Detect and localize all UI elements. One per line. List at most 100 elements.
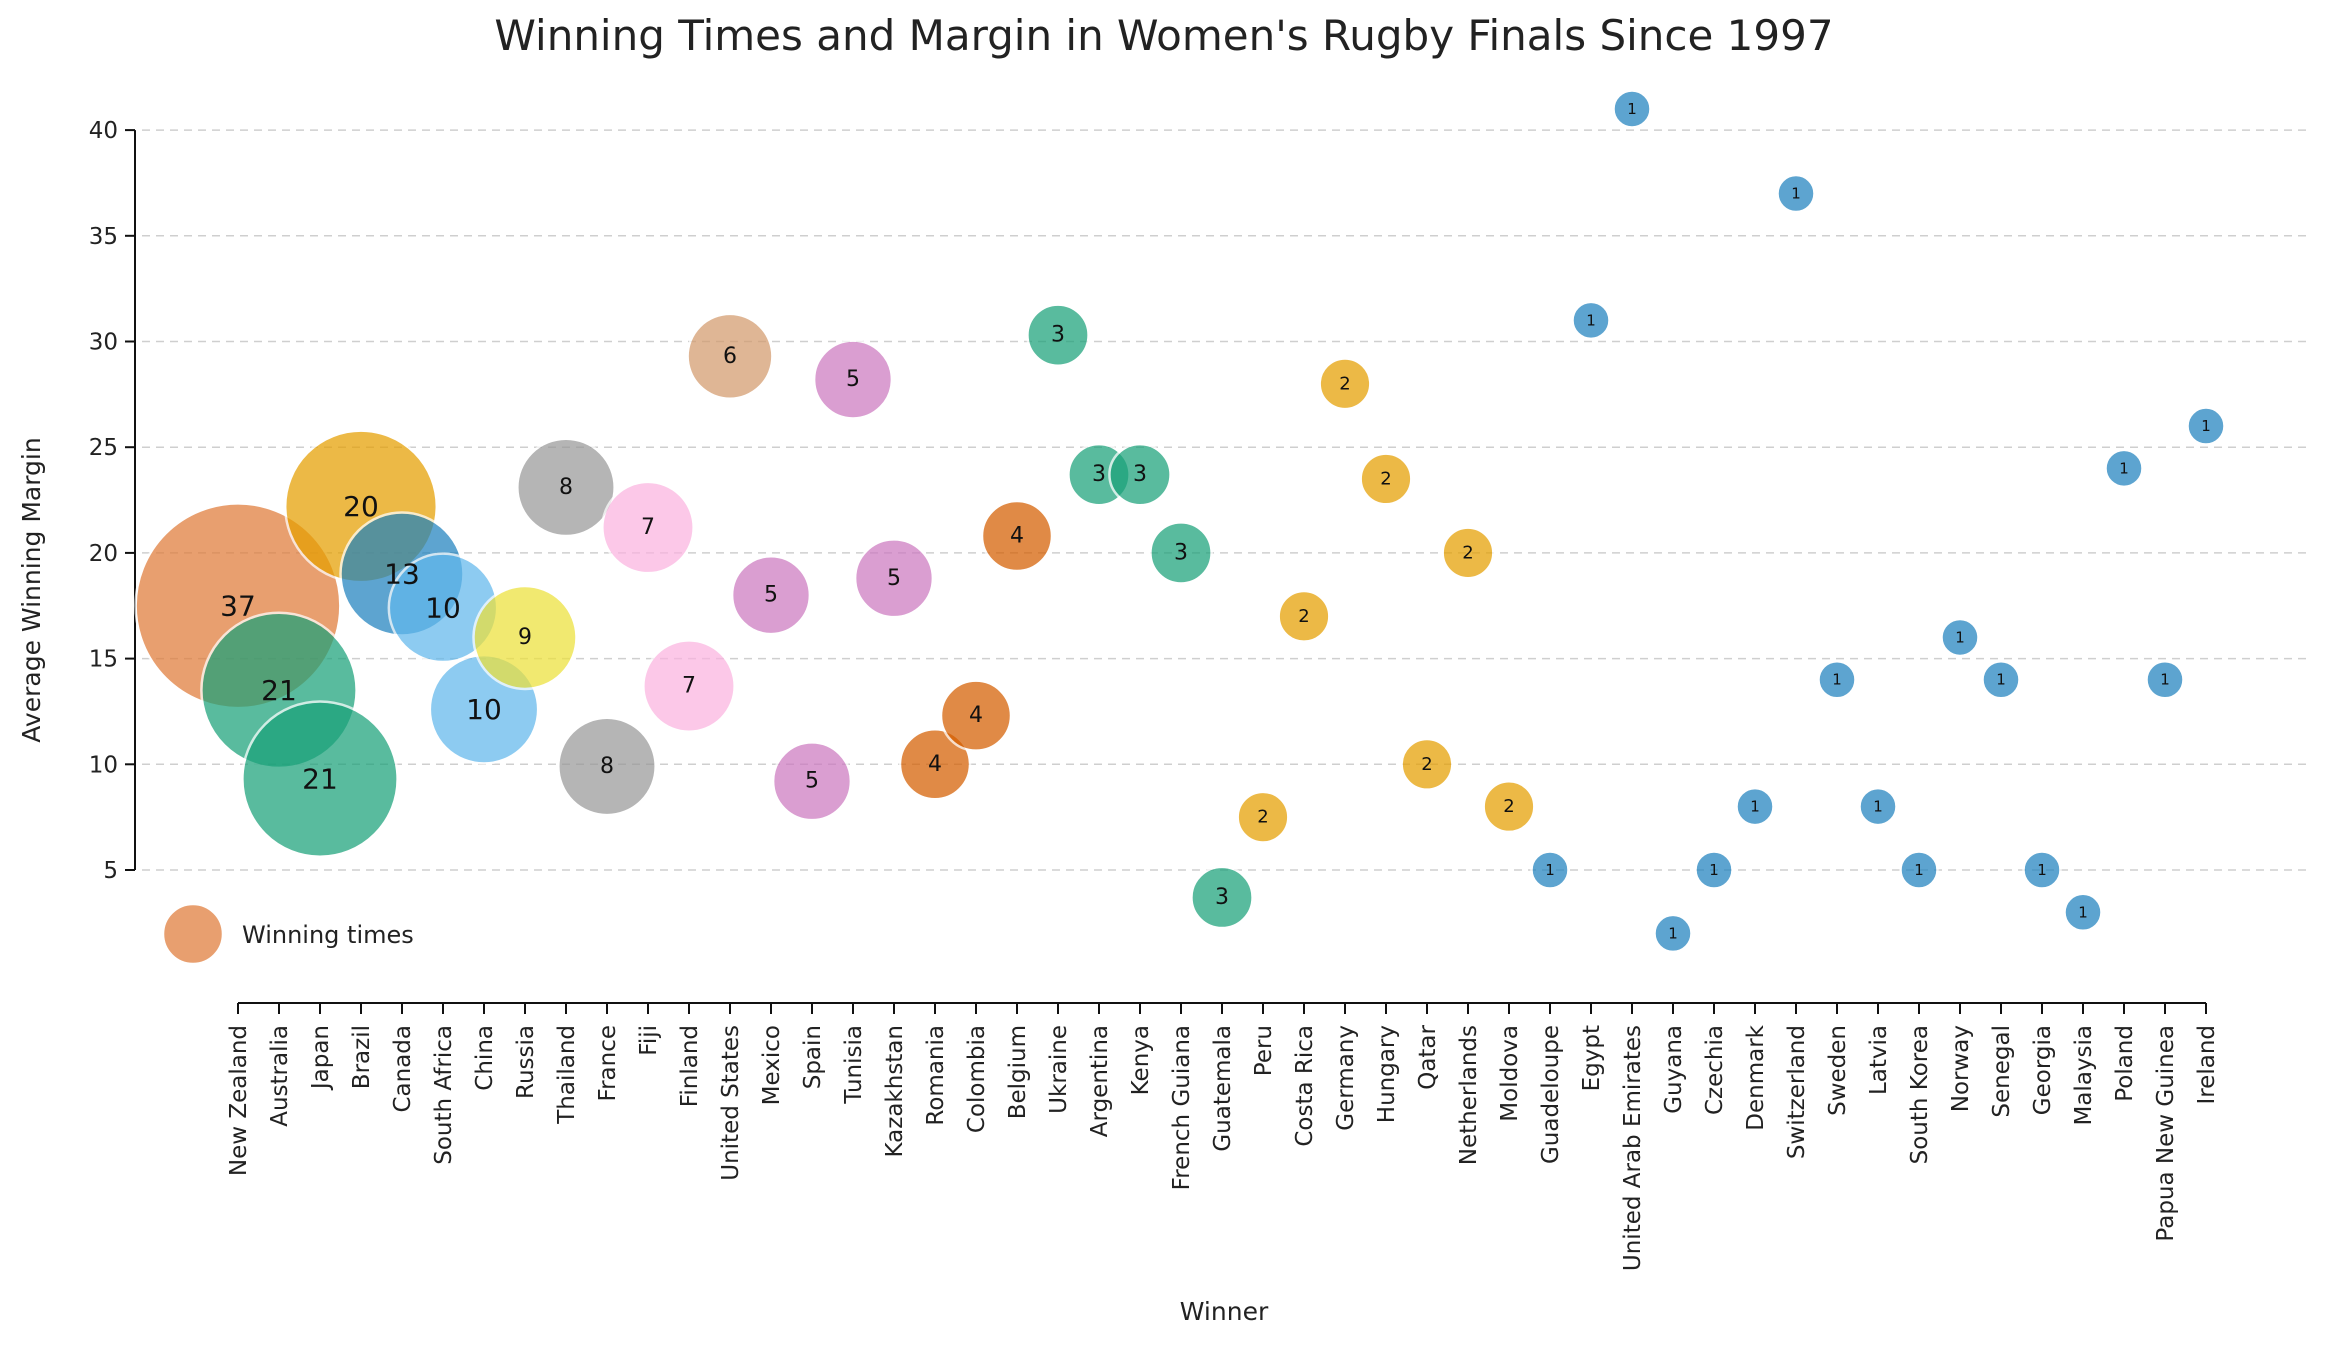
bubble-value-label: 5	[805, 769, 819, 794]
grid-lines	[142, 129, 2310, 871]
bubble-value-label: 9	[518, 625, 532, 650]
bubble-peru	[1236, 790, 1290, 844]
bubble-south-korea	[1899, 850, 1939, 890]
bubble-value-label: 1	[1955, 628, 1965, 646]
x-tick-label: Denmark	[1743, 1024, 1769, 1130]
y-tick-label: 15	[89, 647, 118, 673]
bubble-germany	[1318, 357, 1372, 411]
bubble-value-label: 10	[425, 591, 461, 624]
x-tick-label: Guadeloupe	[1538, 1025, 1564, 1164]
bubble-value-label: 20	[343, 490, 379, 523]
x-tick-label: Senegal	[1989, 1025, 2015, 1118]
bubble-value-label: 21	[261, 674, 297, 707]
bubble-sweden	[1817, 659, 1857, 700]
bubble-value-label: 2	[1421, 754, 1432, 775]
bubble-value-label: 1	[1709, 861, 1719, 879]
bubble-guadeloupe	[1530, 850, 1570, 890]
bubble-switzerland	[1776, 173, 1816, 214]
bubble-value-label: 8	[559, 475, 573, 500]
x-tick-label: France	[595, 1025, 621, 1101]
x-tick-label: Poland	[2112, 1025, 2138, 1102]
x-tick-label: Egypt	[1579, 1025, 1605, 1091]
bubble-value-label: 2	[1257, 807, 1268, 828]
bubble-value-label: 3	[1215, 885, 1229, 910]
x-tick-label: Australia	[267, 1025, 293, 1127]
x-tick-label: United States	[718, 1025, 744, 1181]
bubble-french-guiana	[1149, 521, 1213, 585]
bubble-value-label: 3	[1051, 323, 1065, 348]
bubble-georgia	[2022, 850, 2062, 890]
bubble-value-label: 4	[1010, 523, 1024, 548]
bubble-value-label: 3	[1133, 462, 1147, 487]
bubble-value-label: 5	[764, 583, 778, 608]
bubble-papua-new-guinea	[2145, 659, 2185, 700]
x-tick-label: Papua New Guinea	[2153, 1025, 2179, 1242]
x-tick-label: Ukraine	[1046, 1025, 1072, 1114]
bubble-value-label: 4	[928, 752, 942, 777]
y-tick-label: 40	[89, 118, 118, 144]
bubble-senegal	[1981, 659, 2021, 700]
x-tick-label: Costa Rica	[1292, 1025, 1318, 1147]
x-tick-label: New Zealand	[226, 1025, 252, 1176]
bubble-ukraine	[1026, 303, 1090, 367]
y-tick-label: 10	[89, 752, 118, 778]
x-tick-label: French Guiana	[1169, 1025, 1195, 1190]
y-tick-label: 25	[89, 435, 118, 461]
bubble-value-label: 1	[1750, 798, 1760, 816]
bubble-value-label: 1	[2119, 459, 2129, 477]
bubble-value-label: 1	[2160, 671, 2170, 689]
x-tick-label: Georgia	[2030, 1025, 2056, 1115]
bubble-value-label: 10	[466, 693, 502, 726]
x-tick-label: South Africa	[431, 1025, 457, 1165]
bubble-value-label: 8	[600, 754, 614, 779]
y-tick-label: 20	[89, 541, 118, 567]
bubble-belgium	[980, 499, 1054, 573]
bubble-fiji	[601, 480, 695, 575]
x-tick-label: Peru	[1251, 1025, 1277, 1076]
bubble-russia	[472, 584, 578, 691]
bubble-value-label: 13	[384, 558, 420, 591]
x-tick-label: Germany	[1333, 1025, 1359, 1131]
bubble-norway	[1940, 617, 1980, 658]
x-tick-label: Latvia	[1866, 1025, 1892, 1095]
x-tick-label: Mexico	[759, 1025, 785, 1105]
bubble-value-label: 37	[220, 589, 256, 622]
x-tick-label: Hungary	[1374, 1025, 1400, 1123]
bubble-value-label: 1	[1668, 924, 1678, 942]
bubble-latvia	[1858, 786, 1898, 827]
bubble-value-label: 3	[1092, 462, 1106, 487]
x-tick-label: Romania	[923, 1025, 949, 1126]
y-tick-label: 30	[89, 330, 118, 356]
bubble-united-arab-emirates	[1612, 89, 1652, 129]
x-tick-label: Brazil	[349, 1025, 375, 1089]
x-tick-label: Thailand	[554, 1025, 580, 1125]
bubble-value-label: 1	[1996, 671, 2006, 689]
bubble-france	[557, 716, 657, 817]
bubble-kenya	[1108, 442, 1172, 507]
x-tick-label: Netherlands	[1456, 1025, 1482, 1165]
bubble-romania	[898, 728, 972, 801]
bubble-united-states	[686, 312, 774, 400]
bubble-value-label: 1	[1832, 671, 1842, 689]
chart-title: Winning Times and Margin in Women's Rugb…	[494, 11, 1833, 60]
bubble-value-label: 1	[1791, 185, 1801, 203]
x-tick-label: Qatar	[1415, 1024, 1441, 1089]
x-tick-label: United Arab Emirates	[1620, 1025, 1646, 1271]
x-tick-label: Malaysia	[2071, 1025, 2097, 1126]
bubble-value-label: 6	[723, 344, 737, 369]
x-tick-label: Fiji	[636, 1025, 662, 1056]
x-tick-label: Czechia	[1702, 1025, 1728, 1115]
bubble-guatemala	[1190, 865, 1254, 930]
x-axis: New Zealand Australia Japan Brazil Canada Sou…	[226, 1002, 2220, 1271]
bubble-value-label: 1	[1545, 861, 1555, 879]
bubble-qatar	[1400, 737, 1454, 791]
bubble-value-label: 5	[887, 566, 901, 591]
y-axis-title: Average Winning Margin	[17, 437, 46, 742]
bubble-egypt	[1571, 300, 1611, 341]
bubble-malaysia	[2063, 892, 2103, 933]
x-tick-label: Moldova	[1497, 1025, 1523, 1122]
x-tick-label: Sweden	[1825, 1025, 1851, 1116]
bubble-value-label: 2	[1462, 542, 1473, 563]
bubble-finland	[642, 639, 736, 733]
